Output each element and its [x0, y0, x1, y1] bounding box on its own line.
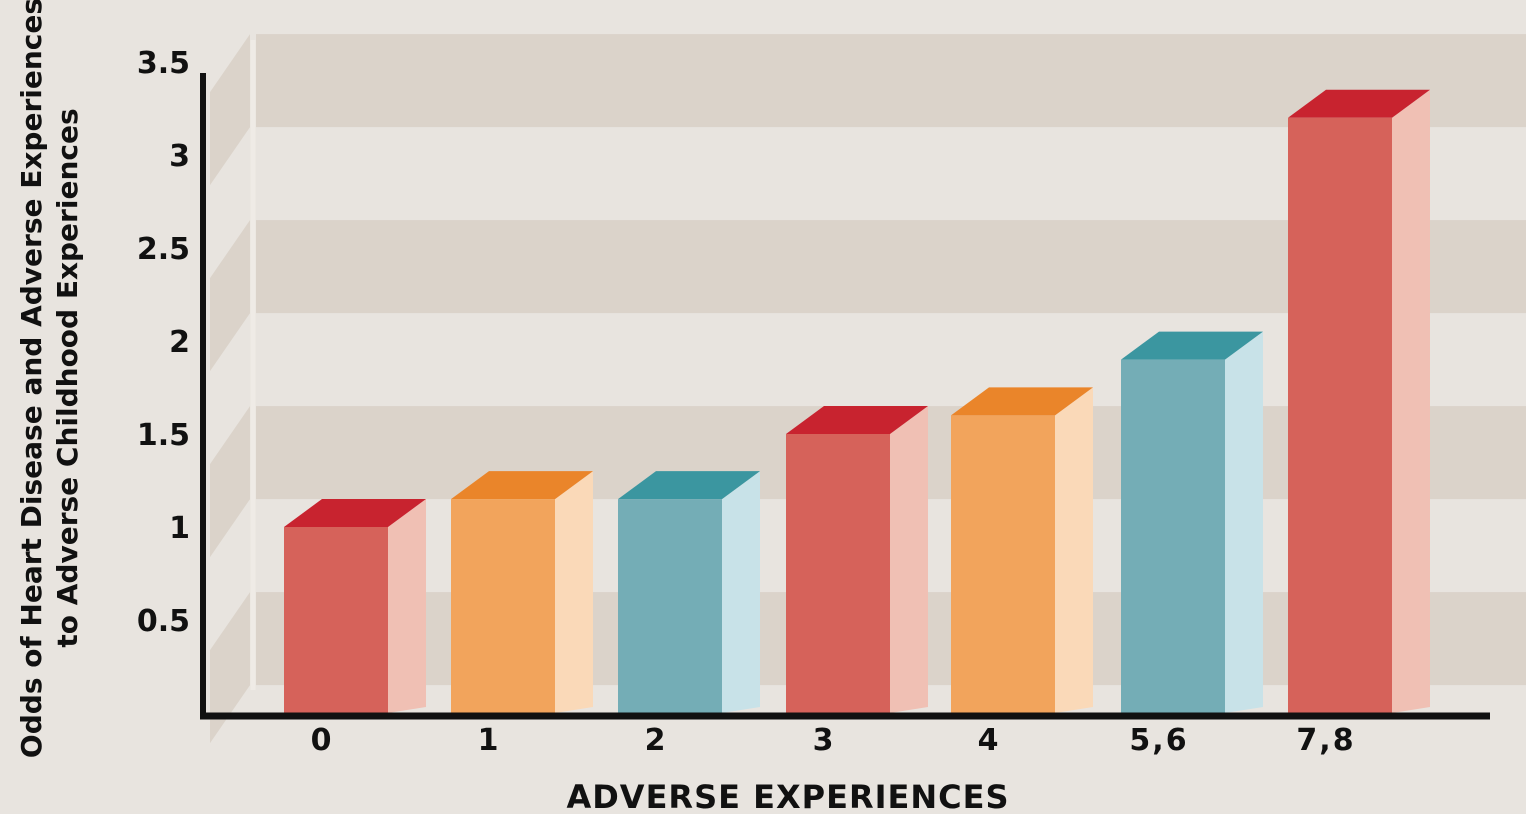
bar-top	[284, 499, 426, 527]
x-tick-label: 7,8	[1296, 723, 1355, 758]
bar-3	[786, 406, 928, 713]
bar-2	[618, 471, 760, 713]
bar-top	[451, 471, 593, 500]
x-tick-labels: 0 1 2 3 4 5,6 7,8	[311, 723, 1355, 758]
bar-top	[786, 406, 928, 434]
bar-side	[890, 406, 928, 713]
grid-band-wall	[210, 220, 250, 372]
axes	[200, 73, 1490, 720]
x-tick-label: 0	[311, 723, 334, 758]
bar-0	[284, 499, 426, 713]
bar-side	[388, 499, 426, 713]
y-tick-label: 1.5	[137, 418, 190, 453]
x-tick-label: 3	[813, 723, 836, 758]
bar-front	[951, 415, 1055, 713]
bar-front	[451, 499, 555, 713]
y-axis-title-line-2: to Adverse Childhood Experiences	[51, 108, 84, 647]
y-tick-label: 2.5	[137, 232, 190, 267]
bar-front	[618, 499, 722, 713]
grid-band-wall	[210, 592, 250, 744]
bar-side	[1055, 387, 1093, 713]
y-axis-title-line-1: Odds of Heart Disease and Adverse Experi…	[15, 0, 48, 758]
bar-front	[284, 527, 388, 713]
x-tick-label: 2	[645, 723, 668, 758]
x-tick-label: 5,6	[1129, 723, 1188, 758]
bar-4	[951, 387, 1093, 713]
x-axis-title: ADVERSE EXPERIENCES	[566, 778, 1009, 814]
bar-front	[786, 434, 890, 713]
bar-side	[1225, 331, 1263, 713]
y-tick-label: 0.5	[137, 604, 190, 639]
bar-top	[618, 471, 760, 500]
bar-front	[1121, 359, 1225, 713]
bar-top	[1288, 89, 1430, 118]
bar-front	[1288, 117, 1392, 714]
y-tick-labels: 0.5 1 1.5 2 2.5 3 3.5	[137, 46, 190, 639]
x-tick-label: 1	[478, 723, 501, 758]
bar-top	[1121, 331, 1263, 360]
bar-7-8	[1288, 89, 1430, 714]
bar-side	[1392, 89, 1430, 714]
bar-5-6	[1121, 331, 1263, 713]
bar-side	[555, 471, 593, 713]
y-tick-label: 3.5	[137, 46, 190, 81]
y-tick-label: 3	[169, 139, 190, 174]
y-tick-label: 2	[169, 325, 190, 360]
bar-1	[451, 471, 593, 713]
y-axis-title: Odds of Heart Disease and Adverse Experi…	[15, 0, 84, 758]
x-tick-label: 4	[978, 723, 1001, 758]
bars	[284, 89, 1430, 714]
bar-side	[722, 471, 760, 713]
grid-band-wall	[210, 34, 250, 186]
y-tick-label: 1	[169, 511, 190, 546]
grid-band-wall	[210, 406, 250, 558]
bar-top	[951, 387, 1093, 416]
